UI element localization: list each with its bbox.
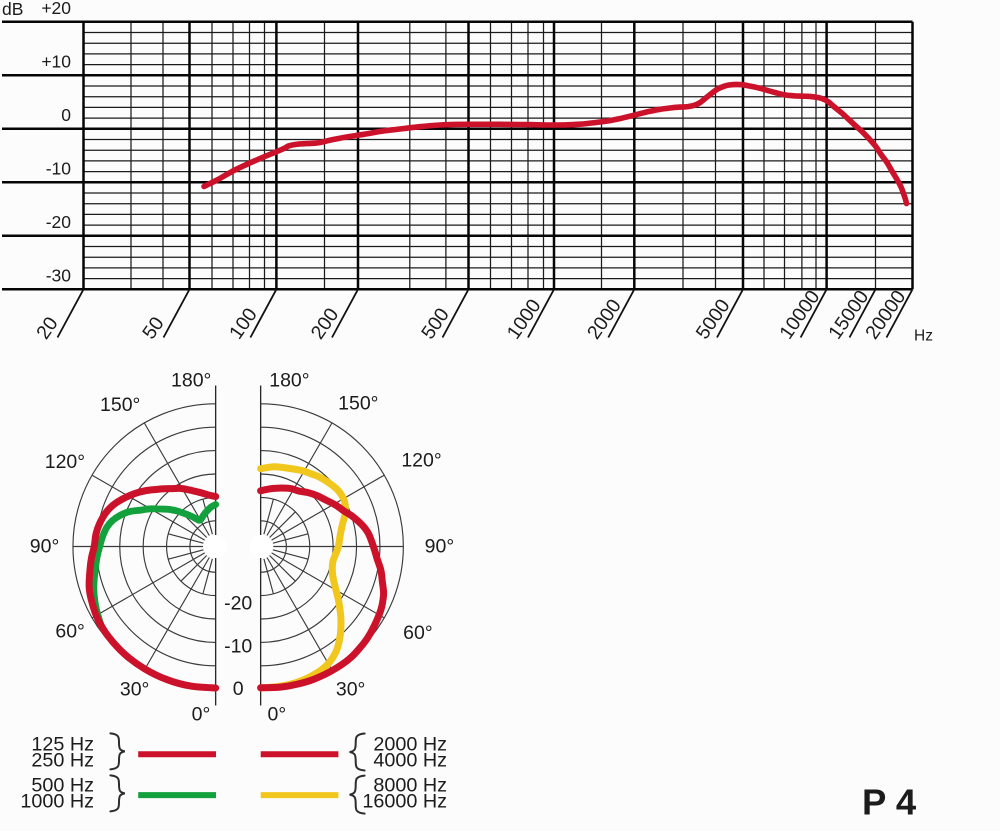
svg-text:30°: 30° — [336, 678, 366, 700]
svg-text:10000: 10000 — [775, 286, 824, 343]
svg-text:-10: -10 — [224, 636, 252, 658]
svg-text:500: 500 — [417, 304, 454, 343]
svg-text:20: 20 — [32, 313, 63, 344]
svg-text:90°: 90° — [30, 536, 60, 558]
svg-text:1000: 1000 — [503, 295, 546, 343]
svg-text:0: 0 — [61, 105, 71, 125]
svg-text:1000 Hz: 1000 Hz — [20, 790, 94, 812]
svg-text:Hz: Hz — [914, 328, 933, 345]
svg-text:30°: 30° — [120, 678, 150, 700]
svg-text:+20: +20 — [41, 0, 71, 18]
svg-text:20000: 20000 — [861, 286, 910, 343]
svg-text:8000 Hz: 8000 Hz — [373, 775, 447, 797]
svg-text:200: 200 — [307, 304, 344, 343]
svg-text:150°: 150° — [100, 394, 140, 416]
svg-text:-10: -10 — [46, 159, 72, 179]
svg-text:180°: 180° — [171, 370, 211, 392]
svg-text:P 4: P 4 — [862, 782, 917, 823]
svg-text:-20: -20 — [224, 593, 252, 615]
svg-text:5000: 5000 — [692, 295, 735, 343]
svg-text:120°: 120° — [401, 449, 441, 471]
svg-text:2000 Hz: 2000 Hz — [373, 734, 447, 756]
svg-text:2000: 2000 — [583, 295, 626, 343]
svg-text:90°: 90° — [425, 536, 455, 558]
svg-text:4000 Hz: 4000 Hz — [373, 750, 447, 772]
svg-text:60°: 60° — [55, 621, 85, 643]
svg-text:0: 0 — [233, 678, 244, 700]
svg-text:60°: 60° — [403, 622, 433, 644]
svg-text:0°: 0° — [267, 703, 286, 725]
svg-text:50: 50 — [138, 313, 169, 344]
svg-text:dB: dB — [2, 0, 23, 19]
svg-text:500 Hz: 500 Hz — [31, 775, 94, 797]
svg-text:150°: 150° — [338, 392, 378, 414]
svg-text:16000 Hz: 16000 Hz — [362, 790, 447, 812]
svg-text:100: 100 — [225, 304, 262, 343]
svg-text:120°: 120° — [45, 451, 85, 473]
svg-text:-30: -30 — [46, 266, 72, 286]
svg-text:125 Hz: 125 Hz — [31, 734, 94, 756]
svg-text:-20: -20 — [46, 212, 72, 232]
svg-text:250 Hz: 250 Hz — [31, 750, 94, 772]
svg-text:0°: 0° — [192, 703, 211, 725]
svg-text:180°: 180° — [269, 370, 309, 392]
svg-text:+10: +10 — [41, 52, 71, 72]
